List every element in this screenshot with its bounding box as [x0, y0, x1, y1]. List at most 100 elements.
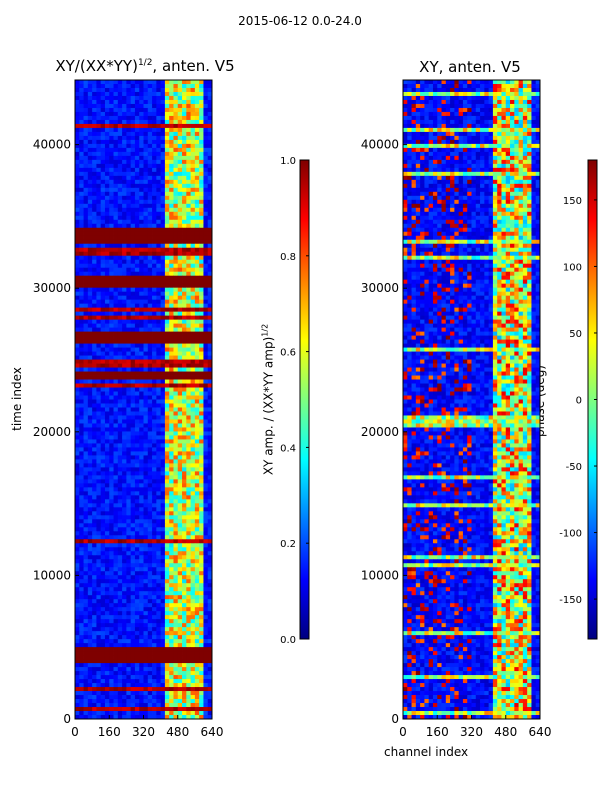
heatmap-cell	[126, 331, 132, 336]
heatmap-cell	[100, 339, 106, 344]
heatmap-cell	[139, 463, 144, 468]
heatmap-cell	[199, 423, 204, 428]
heatmap-cell	[173, 491, 179, 496]
heatmap-cell	[190, 487, 196, 492]
heatmap-cell	[152, 611, 157, 616]
heatmap-cell	[152, 379, 157, 384]
heatmap-cell	[173, 475, 179, 480]
heatmap-cell	[169, 131, 174, 137]
heatmap-cell	[109, 139, 114, 145]
heatmap-cell	[79, 299, 84, 305]
heatmap-cell	[75, 127, 80, 133]
heatmap-cell	[83, 359, 89, 364]
heatmap-cell	[75, 487, 80, 492]
heatmap-cell	[190, 183, 196, 189]
heatmap-cell	[186, 171, 191, 177]
heatmap-cell	[143, 583, 149, 588]
heatmap-cell	[122, 471, 127, 476]
heatmap-cell	[75, 647, 80, 652]
heatmap-cell	[156, 251, 162, 257]
heatmap-cell	[164, 675, 170, 680]
heatmap-cell	[152, 467, 157, 472]
heatmap-cell	[156, 183, 162, 189]
heatmap-cell	[194, 183, 200, 189]
heatmap-cell	[190, 659, 196, 664]
heatmap-cell	[134, 315, 140, 321]
heatmap-cell	[164, 435, 170, 440]
heatmap-cell	[143, 271, 149, 277]
heatmap-cell	[109, 427, 114, 432]
heatmap-cell	[139, 635, 144, 640]
heatmap-cell	[182, 419, 187, 424]
heatmap-cell	[143, 639, 149, 644]
heatmap-cell	[156, 335, 162, 340]
heatmap-cell	[207, 467, 213, 472]
heatmap-cell	[199, 315, 204, 321]
heatmap-cell	[75, 255, 80, 261]
heatmap-cell	[87, 559, 93, 564]
heatmap-cell	[117, 175, 123, 181]
heatmap-cell	[173, 447, 179, 452]
heatmap-cell	[186, 135, 191, 141]
heatmap-cell	[139, 487, 144, 492]
heatmap-cell	[194, 435, 200, 440]
heatmap-cell	[122, 503, 127, 508]
heatmap-cell	[117, 419, 123, 424]
heatmap-cell	[160, 611, 166, 616]
heatmap-cell	[160, 147, 166, 153]
heatmap-cell	[109, 575, 114, 580]
heatmap-cell	[186, 115, 191, 121]
heatmap-cell	[199, 483, 204, 488]
heatmap-cell	[152, 167, 157, 173]
heatmap-cell	[160, 251, 166, 257]
heatmap-cell	[182, 267, 187, 273]
heatmap-cell	[117, 127, 123, 133]
heatmap-cell	[126, 599, 132, 604]
heatmap-cell	[199, 319, 204, 325]
heatmap-cell	[156, 355, 162, 360]
heatmap-cell	[87, 295, 93, 301]
heatmap-cell	[134, 435, 140, 440]
heatmap-cell	[207, 415, 213, 420]
heatmap-cell	[177, 687, 183, 692]
heatmap-cell	[96, 543, 102, 548]
heatmap-cell	[203, 227, 209, 233]
heatmap-cell	[139, 523, 144, 528]
heatmap-cell	[130, 511, 136, 516]
heatmap-cell	[169, 519, 174, 524]
heatmap-cell	[173, 107, 179, 113]
heatmap-cell	[186, 123, 191, 129]
heatmap-cell	[177, 95, 183, 101]
heatmap-cell	[169, 351, 174, 356]
heatmap-cell	[87, 207, 93, 213]
heatmap-cell	[122, 275, 127, 281]
heatmap-cell	[122, 147, 127, 153]
heatmap-cell	[173, 363, 179, 368]
heatmap-cell	[147, 499, 153, 504]
heatmap-cell	[96, 687, 102, 692]
heatmap-cell	[152, 663, 157, 668]
heatmap-cell	[147, 647, 153, 652]
heatmap-cell	[203, 647, 209, 652]
heatmap-cell	[117, 543, 123, 548]
heatmap-cell	[109, 475, 114, 480]
heatmap-cell	[126, 615, 132, 620]
heatmap-cell	[207, 539, 213, 544]
heatmap-cell	[117, 163, 123, 169]
heatmap-cell	[130, 295, 136, 301]
heatmap-cell	[177, 507, 183, 512]
heatmap-cell	[130, 519, 136, 524]
heatmap-cell	[147, 279, 153, 285]
heatmap-cell	[177, 123, 183, 129]
heatmap-cell	[143, 551, 149, 556]
heatmap-cell	[104, 183, 110, 189]
heatmap-cell	[117, 679, 123, 684]
heatmap-cell	[194, 535, 200, 540]
heatmap-cell	[122, 439, 127, 444]
heatmap-cell	[186, 635, 191, 640]
heatmap-cell	[83, 171, 89, 177]
heatmap-cell	[109, 627, 114, 632]
heatmap-cell	[130, 443, 136, 448]
heatmap-cell	[199, 455, 204, 460]
heatmap-cell	[160, 635, 166, 640]
